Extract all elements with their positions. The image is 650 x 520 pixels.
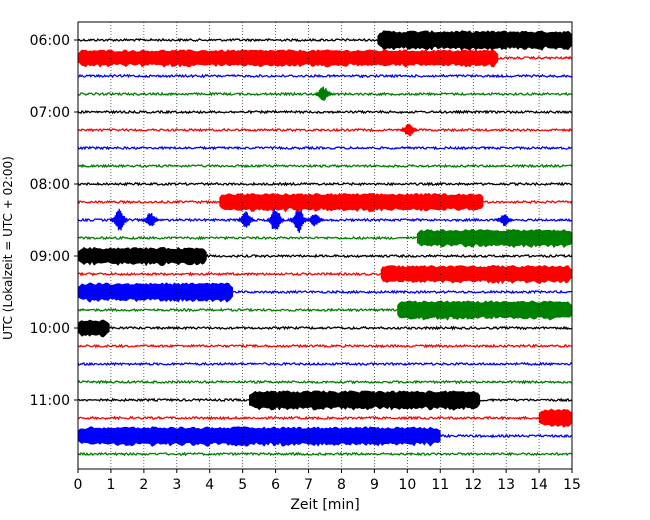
x-tick-label: 1 <box>106 477 115 493</box>
y-axis: 06:00 07:00 08:00 09:00 10:00 11:00 <box>30 33 78 409</box>
trace-row <box>78 427 572 447</box>
trace-row <box>78 75 572 77</box>
trace-row <box>78 193 572 212</box>
trace-baseline <box>78 417 572 419</box>
trace-row <box>78 301 572 320</box>
y-tick-label: 11:00 <box>30 393 70 409</box>
x-tick-label: 2 <box>139 477 148 493</box>
x-tick-label: 8 <box>337 477 346 493</box>
trace-event-block <box>78 427 440 447</box>
trace-row <box>78 147 572 149</box>
trace-row <box>78 363 572 365</box>
trace-baseline <box>78 183 572 185</box>
trace-baseline <box>78 75 572 77</box>
trace-baseline <box>78 147 572 149</box>
trace-event-block <box>539 409 572 427</box>
y-tick-label: 07:00 <box>30 105 70 121</box>
trace-row <box>78 283 572 303</box>
x-tick-label: 15 <box>563 477 581 493</box>
trace-baseline <box>78 453 572 455</box>
x-tick-label: 3 <box>172 477 181 493</box>
trace-event-block <box>381 265 572 283</box>
x-tick-label: 0 <box>74 477 83 493</box>
trace-event-block <box>378 31 572 51</box>
trace-event-block <box>249 391 479 411</box>
y-tick-label: 10:00 <box>30 321 70 337</box>
trace-row <box>78 453 572 455</box>
trace-group <box>78 31 572 455</box>
trace-row <box>78 111 572 113</box>
trace-baseline <box>78 111 572 113</box>
x-tick-label: 11 <box>431 477 449 493</box>
x-tick-label: 4 <box>205 477 214 493</box>
x-tick-label: 13 <box>497 477 515 493</box>
y-tick-label: 09:00 <box>30 249 70 265</box>
trace-baseline <box>78 381 572 383</box>
x-tick-label: 14 <box>530 477 548 493</box>
trace-row <box>78 50 572 67</box>
trace-baseline <box>78 327 572 329</box>
x-tick-label: 5 <box>238 477 247 493</box>
trace-event-block <box>220 193 484 212</box>
x-tick-label: 12 <box>464 477 482 493</box>
trace-event-spike <box>290 210 308 233</box>
x-axis: 0 1 2 3 4 5 6 7 8 9 10 11 12 13 14 15 <box>74 469 581 493</box>
trace-row <box>78 391 572 411</box>
trace-baseline <box>78 345 572 347</box>
trace-event-block <box>398 301 573 320</box>
trace-row <box>78 124 572 137</box>
x-axis-label: Zeit [min] <box>290 497 359 513</box>
trace-row <box>78 265 572 283</box>
trace-event-block <box>78 320 109 337</box>
trace-event-spike <box>237 211 255 227</box>
x-tick-label: 7 <box>304 477 313 493</box>
trace-row <box>78 345 572 347</box>
trace-baseline <box>78 165 572 167</box>
trace-event-spike <box>110 209 128 231</box>
trace-event-spike <box>314 87 332 101</box>
trace-row <box>78 229 572 247</box>
trace-row <box>78 381 572 383</box>
trace-row <box>78 209 572 233</box>
trace-event-spike <box>400 124 418 137</box>
trace-row <box>78 247 572 265</box>
trace-row <box>78 320 572 337</box>
trace-row <box>78 409 572 427</box>
x-tick-label: 10 <box>398 477 416 493</box>
trace-event-spike <box>142 213 160 226</box>
x-tick-label: 6 <box>271 477 280 493</box>
y-tick-label: 06:00 <box>30 33 70 49</box>
trace-event-block <box>78 247 206 265</box>
trace-row <box>78 31 572 51</box>
y-tick-label: 08:00 <box>30 177 70 193</box>
trace-row <box>78 183 572 185</box>
trace-row <box>78 165 572 167</box>
trace-baseline <box>78 363 572 365</box>
y-axis-label: UTC (Lokalzeit = UTC + 02:00) <box>1 156 15 340</box>
trace-baseline <box>78 129 572 131</box>
trace-event-spike <box>496 215 514 226</box>
x-tick-label: 9 <box>370 477 379 493</box>
trace-row <box>78 87 572 101</box>
trace-event-block <box>78 50 498 67</box>
